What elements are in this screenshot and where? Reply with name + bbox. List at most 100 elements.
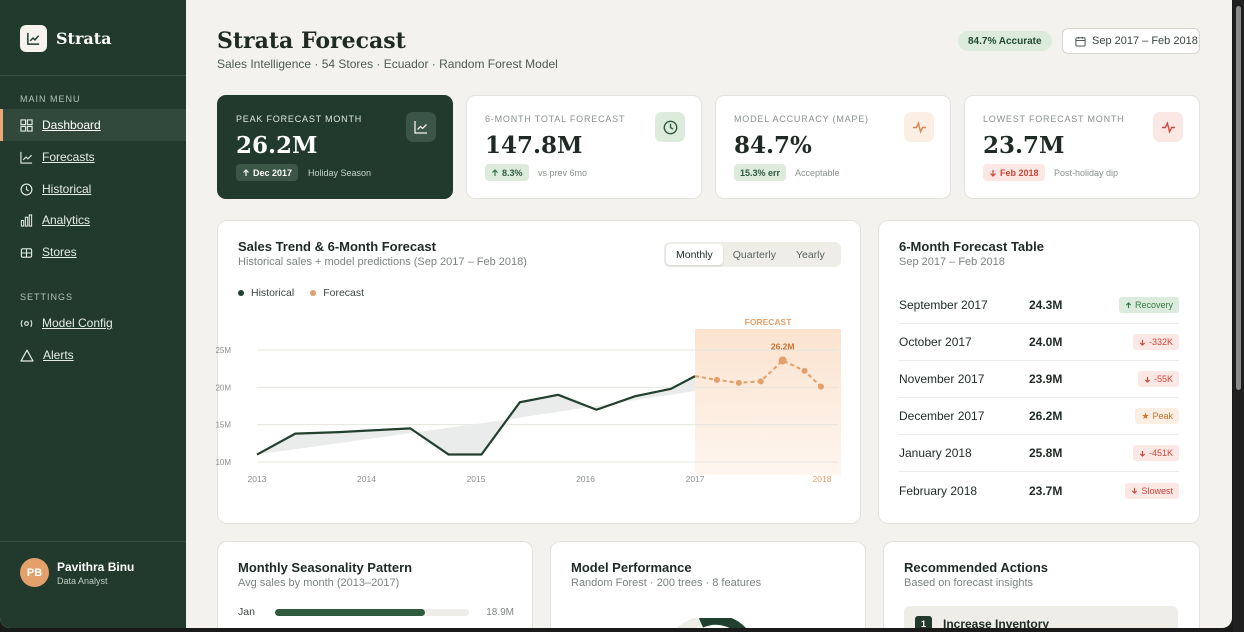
table-cell-month: November 2017 bbox=[899, 372, 985, 386]
legend-label: Historical bbox=[251, 287, 295, 299]
table-row[interactable]: November 2017 23.9M -55K bbox=[899, 361, 1179, 398]
sidebar-item-dashboard[interactable]: Dashboard bbox=[0, 109, 186, 141]
page-subtitle: Sales Intelligence · 54 Stores · Ecuador… bbox=[217, 57, 558, 71]
legend-dot bbox=[310, 290, 317, 296]
kpi-badge-text: Feb 2018 bbox=[1000, 167, 1039, 178]
table-row[interactable]: January 2018 25.8M -451K bbox=[899, 435, 1179, 472]
forecast-point bbox=[735, 379, 742, 386]
legend-label: Forecast bbox=[323, 287, 365, 299]
table-cell-value: 24.3M bbox=[1029, 298, 1063, 312]
granularity-toggle: Monthly Quarterly Yearly bbox=[664, 242, 841, 267]
recommended-actions-card: Recommended Actions Based on forecast in… bbox=[883, 541, 1200, 628]
legend-dot bbox=[238, 290, 244, 296]
user-profile[interactable]: PB Pavithra Binu Data Analyst bbox=[20, 558, 134, 587]
bar-chart-icon bbox=[20, 213, 33, 227]
action-item[interactable]: 1 Increase Inventory bbox=[904, 606, 1178, 628]
divider bbox=[0, 541, 186, 542]
x-tick-label: 2015 bbox=[467, 474, 486, 484]
card-title: 6-Month Forecast Table bbox=[899, 239, 1044, 254]
historical-area bbox=[257, 376, 696, 455]
kpi-badge-text: 15.3% err bbox=[740, 167, 781, 178]
arrow-up-icon bbox=[243, 168, 249, 176]
kpi-value: 84.7% bbox=[734, 132, 812, 159]
scrollbar-thumb[interactable] bbox=[1236, 6, 1241, 390]
tab-yearly[interactable]: Yearly bbox=[795, 248, 825, 261]
month-label: Jan bbox=[238, 606, 255, 618]
kpi-label: MODEL ACCURACY (MAPE) bbox=[734, 114, 869, 124]
table-row[interactable]: December 2017 26.2M ★ Peak bbox=[899, 398, 1179, 435]
forecast-region-label: FORECAST bbox=[745, 317, 793, 327]
accuracy-badge: 84.7% Accurate bbox=[958, 31, 1052, 51]
status-badge-text: Recovery bbox=[1134, 300, 1173, 310]
table-row[interactable]: October 2017 24.0M -332K bbox=[899, 324, 1179, 361]
table-cell-month: September 2017 bbox=[899, 298, 988, 312]
status-badge: -332K bbox=[1132, 334, 1179, 350]
table-row[interactable]: February 2018 23.7M Slowest bbox=[899, 472, 1179, 509]
store-icon bbox=[20, 247, 33, 258]
sidebar-item-alerts[interactable]: Alerts bbox=[0, 339, 186, 371]
table-cell-value: 26.2M bbox=[1029, 409, 1063, 423]
kpi-card-peak[interactable]: PEAK FORECAST MONTH 26.2M Dec 2017 Holid… bbox=[217, 95, 453, 199]
sidebar-item-stores[interactable]: Stores bbox=[0, 236, 186, 268]
table-cell-month: January 2018 bbox=[899, 446, 972, 460]
kpi-label: 6-MONTH TOTAL FORECAST bbox=[485, 114, 626, 124]
line-chart-icon bbox=[20, 151, 33, 164]
action-number: 1 bbox=[915, 615, 932, 628]
table-cell-value: 25.8M bbox=[1029, 446, 1063, 460]
status-badge-text: -451K bbox=[1148, 448, 1173, 458]
y-tick-label: 15M bbox=[215, 421, 231, 430]
line-chart-icon bbox=[406, 112, 436, 142]
sidebar: Strata MAIN MENU Dashboard Forecasts His… bbox=[0, 0, 186, 628]
card-title: Sales Trend & 6-Month Forecast bbox=[238, 239, 436, 254]
kpi-card-lowest[interactable]: LOWEST FORECAST MONTH 23.7M Feb 2018 Pos… bbox=[964, 95, 1200, 199]
date-range-picker[interactable]: Sep 2017 – Feb 2018 bbox=[1062, 28, 1200, 54]
forecast-point bbox=[818, 383, 824, 390]
forecast-point bbox=[757, 378, 764, 385]
calendar-icon bbox=[1075, 36, 1086, 47]
seasonality-bar-fill bbox=[275, 608, 425, 616]
sidebar-item-label: Model Config bbox=[42, 316, 113, 330]
status-badge-text: Slowest bbox=[1141, 485, 1173, 496]
sidebar-item-label: Stores bbox=[42, 245, 77, 259]
card-subtitle: Avg sales by month (2013–2017) bbox=[238, 577, 400, 589]
brand[interactable]: Strata bbox=[20, 25, 112, 52]
grid-icon bbox=[20, 118, 33, 132]
kpi-value: 26.2M bbox=[236, 132, 318, 159]
table-cell-month: December 2017 bbox=[899, 409, 985, 423]
arrow-up-icon bbox=[1125, 301, 1132, 308]
performance-gauge bbox=[676, 618, 746, 628]
status-badge-text: -332K bbox=[1148, 337, 1173, 347]
table-cell-value: 23.7M bbox=[1029, 483, 1063, 498]
kpi-card-total[interactable]: 6-MONTH TOTAL FORECAST 147.8M 8.3% vs pr… bbox=[466, 95, 702, 199]
tab-quarterly[interactable]: Quarterly bbox=[732, 248, 776, 261]
arrow-down-icon bbox=[1139, 339, 1146, 346]
arrow-down-icon bbox=[1139, 450, 1146, 457]
seasonality-row: Jan 18.9M bbox=[238, 606, 514, 618]
sidebar-item-analytics[interactable]: Analytics bbox=[0, 204, 186, 236]
y-tick-label: 20M bbox=[215, 383, 231, 392]
sales-trend-card: Sales Trend & 6-Month Forecast Historica… bbox=[215, 220, 861, 524]
kpi-value: 147.8M bbox=[485, 132, 583, 159]
kpi-card-accuracy[interactable]: MODEL ACCURACY (MAPE) 84.7% 15.3% err Ac… bbox=[715, 95, 951, 199]
sidebar-item-model-config[interactable]: Model Config bbox=[0, 307, 186, 339]
kpi-note: vs prev 6mo bbox=[538, 168, 588, 178]
kpi-badge: 15.3% err bbox=[734, 164, 787, 181]
chart-legend: Historical Forecast bbox=[238, 287, 364, 299]
card-subtitle: Historical sales + model predictions (Se… bbox=[238, 256, 527, 268]
chart-logo-icon bbox=[20, 25, 47, 52]
legend-item-forecast[interactable]: Forecast bbox=[310, 287, 364, 299]
sidebar-item-historical[interactable]: Historical bbox=[0, 173, 186, 205]
table-row[interactable]: September 2017 24.3M Recovery bbox=[899, 287, 1179, 324]
page-title: Strata Forecast bbox=[217, 28, 406, 54]
legend-item-historical[interactable]: Historical bbox=[238, 287, 294, 299]
card-subtitle: Random Forest · 200 trees · 8 features bbox=[571, 577, 762, 589]
tab-monthly[interactable]: Monthly bbox=[666, 244, 723, 265]
y-tick-label: 25M bbox=[215, 346, 231, 355]
clock-icon bbox=[20, 183, 33, 195]
sales-trend-chart: FORECAST 10M 15M 20M 25M 2013 2014 2015 2016 2017… bbox=[215, 317, 841, 484]
activity-icon bbox=[904, 112, 934, 142]
status-badge: -451K bbox=[1132, 445, 1179, 461]
historical-series-line bbox=[256, 375, 696, 456]
sidebar-item-forecasts[interactable]: Forecasts bbox=[0, 141, 186, 173]
scrollbar[interactable] bbox=[1233, 0, 1244, 632]
